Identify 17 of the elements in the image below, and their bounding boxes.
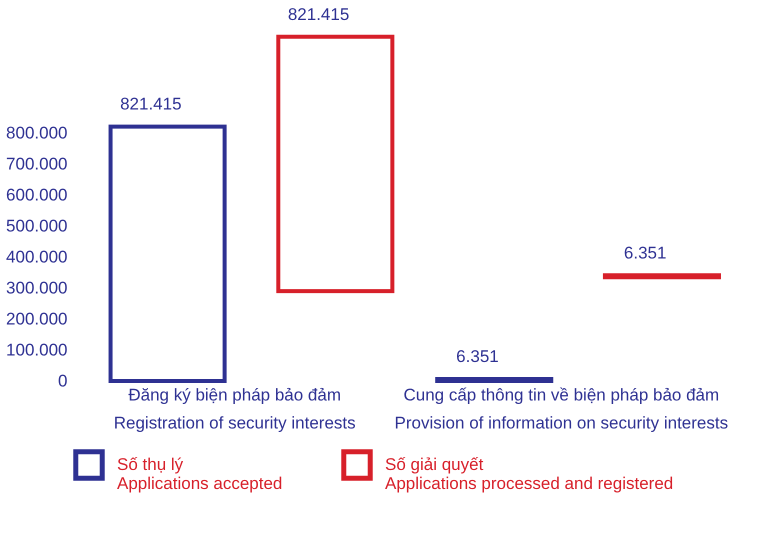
y-tick-label: 400.000 (6, 248, 68, 267)
y-tick-label: 600.000 (6, 186, 68, 205)
legend-label: Số thụ lý Applications accepted (117, 455, 282, 493)
y-tick-label: 300.000 (6, 278, 68, 298)
x-tick-label: Cung cấp thông tin về biện pháp bảo đảm Provision of information on security interests (394, 386, 728, 432)
y-tick-label: 800.000 (6, 124, 68, 143)
data-label: 6.351 (456, 347, 499, 366)
y-tick-label: 500.000 (6, 216, 68, 236)
data-label: 6.351 (624, 243, 666, 262)
y-tick-label: 700.000 (6, 154, 68, 174)
y-tick-label: 200.000 (6, 310, 68, 329)
legend-label: Số giải quyết Applications processed and registered (385, 455, 674, 493)
x-tick-label: Đăng ký biện pháp bảo đảm Registration of security interests (114, 386, 356, 432)
y-tick-label: 0 (58, 372, 68, 390)
y-tick-label: 100.000 (6, 340, 68, 360)
data-label: 821.415 (120, 94, 182, 114)
data-label: 821.415 (288, 4, 350, 24)
